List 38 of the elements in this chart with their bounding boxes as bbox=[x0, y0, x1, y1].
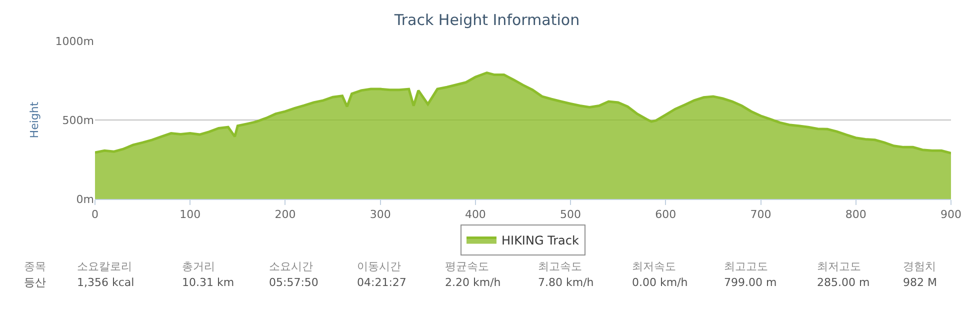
text: 0.00 km/h bbox=[632, 276, 688, 289]
y-tick-label: 1000m bbox=[55, 34, 94, 48]
text: 285.00 m bbox=[817, 276, 870, 289]
text: 10.31 km bbox=[182, 276, 234, 289]
text: 05:57:50 bbox=[269, 276, 318, 289]
text: 2.20 km/h bbox=[445, 276, 501, 289]
x-tick-label: 200 bbox=[274, 208, 296, 222]
text: 종목 bbox=[24, 260, 46, 273]
text: 최저속도 bbox=[632, 260, 676, 273]
x-tick-label: 600 bbox=[655, 208, 676, 222]
x-tick-label: 300 bbox=[370, 208, 391, 222]
text: 최고고도 bbox=[724, 260, 768, 273]
text: 최저고도 bbox=[817, 260, 861, 273]
x-tick-label: 400 bbox=[464, 208, 486, 222]
text: 소요칼로리 bbox=[77, 260, 132, 273]
text: 1,356 kcal bbox=[77, 276, 134, 289]
text: 799.00 m bbox=[724, 276, 777, 289]
text: 총거리 bbox=[182, 260, 215, 273]
x-tick-label: 0 bbox=[92, 208, 98, 222]
y-tick-label: 500m bbox=[62, 114, 94, 127]
text: 최고속도 bbox=[538, 260, 582, 273]
y-axis-title: Height bbox=[28, 101, 41, 138]
text: 소요시간 bbox=[269, 260, 313, 273]
x-tick-label: 900 bbox=[940, 208, 962, 222]
x-tick-label: 100 bbox=[180, 208, 201, 222]
chart-title: Track Height Information bbox=[393, 10, 580, 29]
text: 7.80 km/h bbox=[538, 276, 594, 289]
text: 04:21:27 bbox=[357, 276, 406, 289]
text: 등산 bbox=[24, 276, 46, 289]
text: 경험치 bbox=[903, 260, 936, 273]
y-tick-label: 0m bbox=[76, 192, 94, 206]
legend-label: HIKING Track bbox=[502, 233, 580, 248]
x-tick-label: 500 bbox=[560, 208, 582, 222]
x-tick-label: 700 bbox=[750, 208, 772, 222]
text: 982 M bbox=[903, 276, 937, 289]
text: 이동시간 bbox=[357, 260, 401, 273]
text: 평균속도 bbox=[445, 260, 489, 273]
x-tick-label: 800 bbox=[845, 208, 866, 222]
